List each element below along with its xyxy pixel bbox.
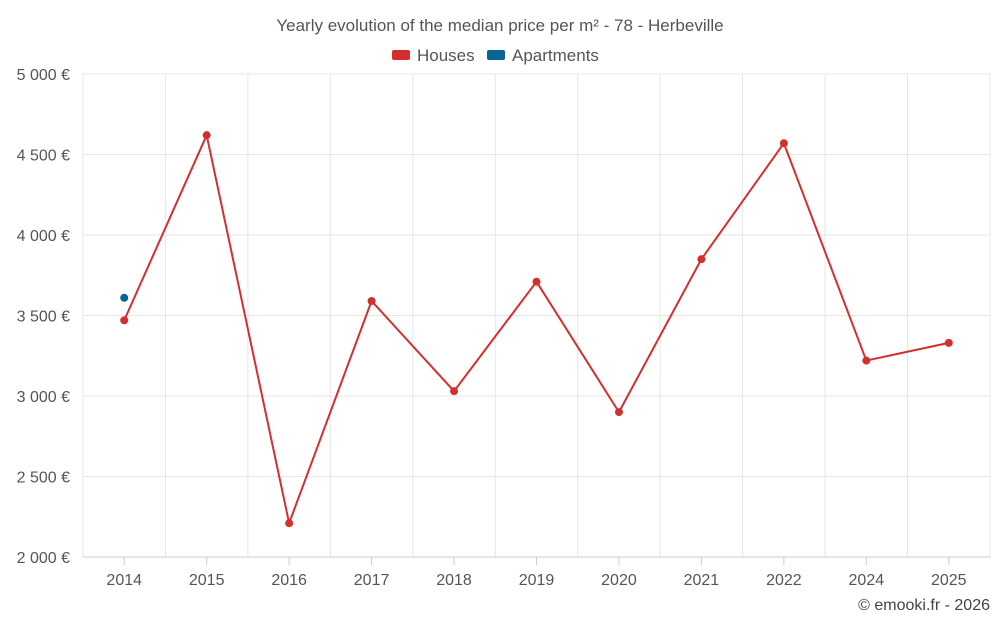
y-tick-label: 4 000 € xyxy=(17,228,70,245)
y-tick-label: 3 500 € xyxy=(17,309,70,326)
data-point-houses xyxy=(532,277,541,286)
y-axis: 2 000 € 2 500 € 3 000 € 3 500 € 4 000 € 4 500… xyxy=(17,67,70,567)
legend-label-houses: Houses xyxy=(417,46,475,65)
data-point-apartments xyxy=(120,293,129,302)
y-tick-label: 3 000 € xyxy=(17,389,70,406)
y-tick-label: 2 500 € xyxy=(17,470,70,487)
x-tick-label: 2018 xyxy=(436,572,472,589)
data-point-houses xyxy=(202,131,211,140)
x-tick-label: 2021 xyxy=(684,572,720,589)
x-tick-label: 2017 xyxy=(354,572,390,589)
data-point-houses xyxy=(944,338,953,347)
data-point-houses xyxy=(450,387,459,396)
legend-label-apartments: Apartments xyxy=(512,46,599,65)
x-tick-label: 2016 xyxy=(271,572,307,589)
plot-area xyxy=(120,131,953,528)
x-tick-label: 2019 xyxy=(519,572,555,589)
y-tick-label: 5 000 € xyxy=(17,67,70,84)
x-tick-label: 2014 xyxy=(106,572,142,589)
x-tick-label: 2025 xyxy=(931,572,967,589)
legend-swatch-houses xyxy=(392,50,410,60)
data-point-houses xyxy=(614,408,623,417)
data-point-houses xyxy=(779,139,788,148)
credit-text: © emooki.fr - 2026 xyxy=(858,597,990,614)
data-point-houses xyxy=(367,297,376,306)
chart-title: Yearly evolution of the median price per… xyxy=(276,16,723,35)
y-tick-label: 4 500 € xyxy=(17,148,70,165)
data-point-houses xyxy=(862,356,871,365)
x-tick-label: 2024 xyxy=(849,572,885,589)
data-point-houses xyxy=(697,255,706,264)
data-point-houses xyxy=(120,316,129,325)
x-tick-label: 2015 xyxy=(189,572,225,589)
x-tick-label: 2022 xyxy=(766,572,802,589)
data-point-houses xyxy=(285,519,294,528)
y-tick-label: 2 000 € xyxy=(17,550,70,567)
legend-swatch-apartments xyxy=(487,50,505,60)
gridlines xyxy=(82,73,991,557)
legend: Houses Apartments xyxy=(392,46,599,65)
x-axis: 2014 2015 2016 2017 2018 2019 2020 2021 2022 2024… xyxy=(83,556,990,589)
x-tick-label: 2020 xyxy=(601,572,637,589)
